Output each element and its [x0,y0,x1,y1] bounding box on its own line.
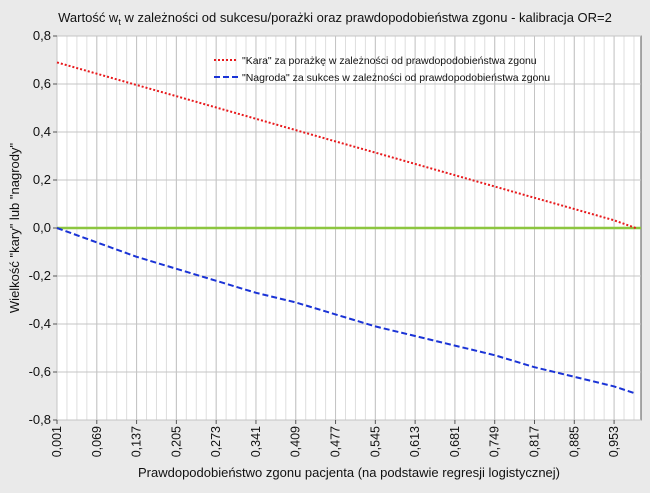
legend-label-kara: "Kara" za porażkę w zależności od prawdo… [242,55,537,67]
x-tick-label-7: 0,477 [329,426,343,457]
x-tick-label-4: 0,273 [209,426,223,457]
chart-title-suffix: w zależności od sukcesu/porażki oraz pra… [121,10,612,25]
chart-title: Wartość wt w zależności od sukcesu/poraż… [58,10,612,27]
x-tick-label-0: 0,001 [50,426,64,457]
series-line-kara [56,61,637,229]
chart-title-prefix: Wartość w [58,10,119,25]
x-tick-label-9: 0,613 [408,426,422,457]
y-tick-label-2: 0,4 [33,124,51,139]
y-tick-label-5: -0,2 [29,268,51,283]
x-tick-label-14: 0,953 [607,426,621,457]
x-axis-ticks: 0,001 0,069 0,137 0,205 0,273 0,341 0,409 0,477… [50,420,621,457]
y-tick-label-4: 0,0 [33,220,51,235]
x-tick-label-8: 0,545 [368,426,382,457]
y-tick-label-0: 0,8 [33,28,51,43]
legend: "Kara" za porażkę w zależności od prawdo… [214,55,550,84]
x-tick-label-12: 0,817 [527,426,541,457]
y-axis-label: Wielkość "kary" lub "nagrody" [7,143,22,314]
y-tick-label-1: 0,6 [33,76,51,91]
x-tick-label-3: 0,205 [169,426,183,457]
x-tick-label-6: 0,409 [289,426,303,457]
x-axis-label: Prawdopodobieństwo zgonu pacjenta (na po… [138,465,560,480]
series-line-nagroda [56,227,637,395]
x-tick-label-5: 0,341 [249,426,263,457]
series-group [56,61,637,395]
chart-title-subscript: t [118,17,121,27]
x-tick-label-1: 0,069 [90,426,104,457]
y-axis-ticks: 0,8 0,6 0,4 0,2 0,0 -0,2 -0,4 -0,6 -0,8 [29,28,57,427]
x-tick-label-11: 0,749 [488,426,502,457]
y-tick-label-3: 0,2 [33,172,51,187]
x-tick-label-13: 0,885 [567,426,581,457]
x-tick-label-2: 0,137 [130,426,144,457]
y-tick-label-8: -0,8 [29,412,51,427]
y-tick-label-7: -0,6 [29,364,51,379]
legend-label-nagroda: "Nagroda" za sukces w zależności od praw… [242,72,550,84]
x-tick-label-10: 0,681 [448,426,462,457]
y-tick-label-6: -0,4 [29,316,51,331]
